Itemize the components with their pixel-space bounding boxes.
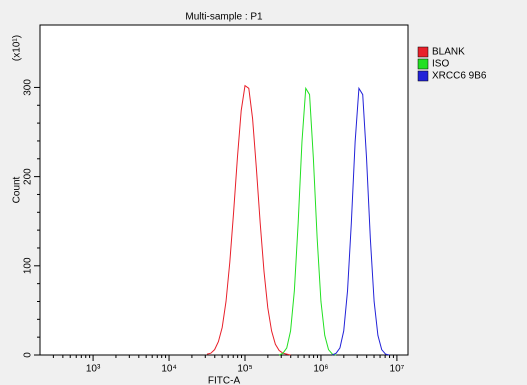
legend-swatch: [417, 46, 429, 58]
y-multiplier: (x10¹): [12, 35, 23, 61]
series-line: [332, 86, 390, 356]
legend-label: BLANK: [432, 47, 465, 58]
y-tick-label: 200: [23, 168, 34, 185]
series-line: [206, 84, 291, 356]
series-line: [278, 86, 337, 356]
legend-swatch: [417, 70, 429, 82]
x-tick-label: 10⁵: [237, 364, 252, 375]
legend-label: ISO: [432, 59, 449, 70]
y-tick-label: 100: [23, 257, 34, 274]
x-tick-label: 10³: [86, 364, 101, 375]
y-axis-label: Count: [12, 176, 23, 203]
legend-swatch: [417, 58, 429, 70]
x-tick-label: 10⁴: [161, 364, 176, 375]
legend-label: XRCC6 9B6: [432, 71, 487, 82]
x-tick-label: 10⁷: [390, 364, 405, 375]
y-tick-label: 300: [23, 79, 34, 96]
x-axis-label: FITC-A: [208, 376, 241, 385]
chart-title: Multi-sample : P1: [185, 12, 263, 23]
x-tick-label: 10⁶: [313, 364, 328, 375]
y-tick-label: 0: [23, 352, 34, 358]
